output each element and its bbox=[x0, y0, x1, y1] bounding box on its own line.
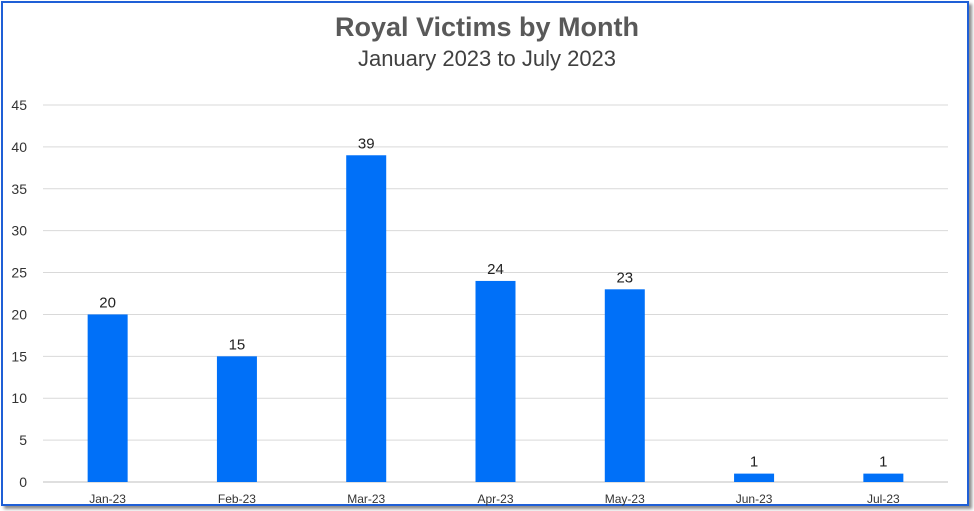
chart-subtitle: January 2023 to July 2023 bbox=[357, 46, 617, 71]
bar bbox=[346, 155, 387, 482]
y-tick-label: 30 bbox=[11, 223, 27, 239]
y-tick-label: 45 bbox=[11, 97, 27, 113]
y-tick-label: 5 bbox=[19, 432, 27, 448]
y-tick-label: 15 bbox=[11, 348, 27, 364]
y-axis-ticks: 0 5 10 15 20 25 30 35 40 45 bbox=[11, 97, 27, 490]
data-label: 1 bbox=[879, 454, 887, 471]
x-tick-label: Jun-23 bbox=[736, 492, 773, 506]
x-tick-label: Jul-23 bbox=[867, 492, 900, 506]
x-axis-ticks: Jan-23 Feb-23 Mar-23 Apr-23 May-23 Jun-23 Jul-… bbox=[89, 492, 900, 506]
y-tick-label: 35 bbox=[11, 181, 27, 197]
x-tick-label: Apr-23 bbox=[477, 492, 513, 506]
y-tick-label: 40 bbox=[11, 139, 27, 155]
bar bbox=[734, 473, 775, 482]
data-label: 15 bbox=[229, 336, 246, 353]
y-tick-label: 20 bbox=[11, 306, 27, 322]
bar bbox=[604, 289, 645, 482]
data-label: 39 bbox=[358, 135, 375, 152]
bar bbox=[475, 280, 516, 482]
x-tick-label: May-23 bbox=[605, 492, 645, 506]
bars bbox=[87, 155, 904, 482]
data-label: 1 bbox=[750, 454, 758, 471]
data-label: 23 bbox=[616, 269, 633, 286]
bar bbox=[216, 356, 257, 482]
bar bbox=[863, 473, 904, 482]
y-tick-label: 0 bbox=[19, 474, 27, 490]
x-tick-label: Feb-23 bbox=[218, 492, 256, 506]
data-label: 20 bbox=[99, 294, 116, 311]
x-tick-label: Mar-23 bbox=[347, 492, 385, 506]
x-tick-label: Jan-23 bbox=[89, 492, 126, 506]
chart-title: Royal Victims by Month bbox=[334, 12, 640, 42]
data-labels: 20 15 39 24 23 1 1 bbox=[99, 135, 887, 470]
y-tick-label: 10 bbox=[11, 390, 27, 406]
bar bbox=[87, 314, 128, 482]
data-label: 24 bbox=[487, 261, 504, 278]
y-tick-label: 25 bbox=[11, 265, 27, 281]
